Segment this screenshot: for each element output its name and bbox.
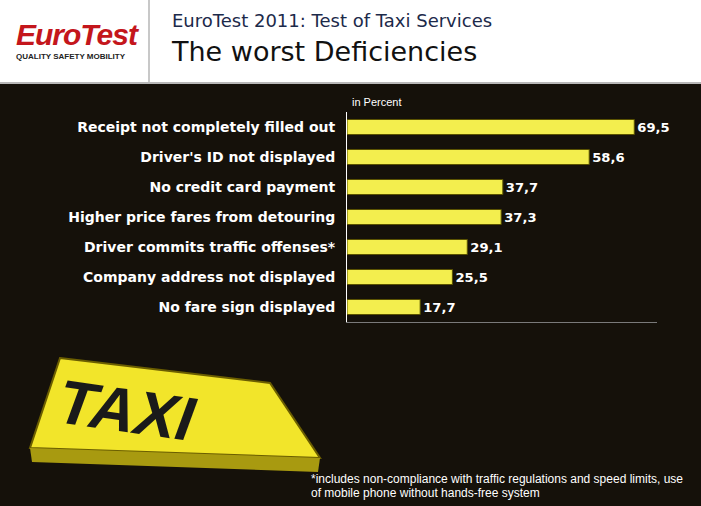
html-text:EuroTest 2011: Test of Taxi Se: EuroTest 2011: Test of Taxi Services: [172, 10, 493, 31]
html-text:The worst Deficiencies: The worst Deficiencies: [172, 36, 478, 67]
svg-text:37,3: 37,3: [504, 210, 536, 225]
svg-text:Higher price fares from detour: Higher price fares from detouring: [68, 209, 335, 225]
svg-text:Receipt not completely filled: Receipt not completely filled out: [77, 119, 335, 135]
svg-text:29,1: 29,1: [470, 240, 502, 255]
svg-text:17,7: 17,7: [423, 300, 455, 315]
svg-text:37,7: 37,7: [506, 180, 538, 195]
svg-text:58,6: 58,6: [592, 150, 624, 165]
html-text:EuroTest: EuroTest: [16, 18, 137, 51]
svg-text:Company address not displayed: Company address not displayed: [83, 269, 335, 285]
svg-text:69,5: 69,5: [637, 120, 669, 135]
svg-text:Driver's ID not displayed: Driver's ID not displayed: [140, 149, 335, 165]
svg-text:No fare sign displayed: No fare sign displayed: [159, 299, 336, 315]
svg-text:TAXI: TAXI: [48, 367, 207, 453]
svg-text:Driver commits traffic offense: Driver commits traffic offenses*: [84, 239, 336, 255]
html-text:QUALITY SAFETY MOBILITY: QUALITY SAFETY MOBILITY: [16, 52, 125, 61]
svg-text:25,5: 25,5: [455, 270, 487, 285]
svg-text:in Percent: in Percent: [352, 96, 402, 108]
html-text:*includes non-compliance with: *includes non-compliance with traffic re…: [311, 472, 683, 500]
svg-text:No credit card payment: No credit card payment: [149, 179, 335, 195]
